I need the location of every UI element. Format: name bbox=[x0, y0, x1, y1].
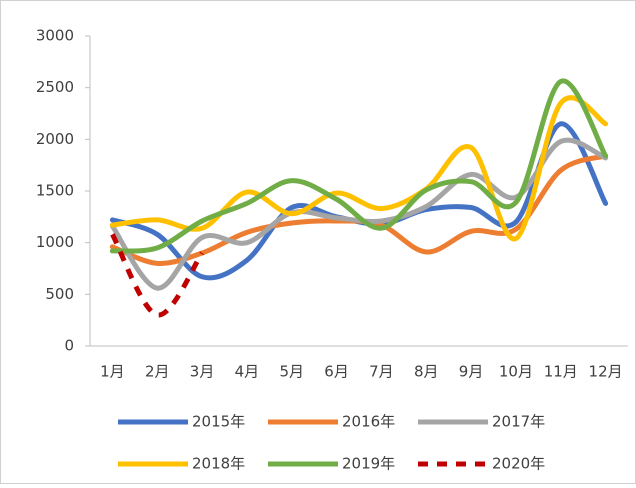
legend-label: 2019年 bbox=[342, 455, 395, 473]
legend-label: 2017年 bbox=[492, 413, 545, 431]
series-line bbox=[110, 233, 205, 318]
x-tick-label: 9月 bbox=[459, 363, 484, 381]
x-tick-label: 4月 bbox=[235, 363, 260, 381]
legend-label: 2020年 bbox=[492, 455, 545, 473]
legend-label: 2018年 bbox=[192, 455, 245, 473]
series-line bbox=[109, 78, 609, 254]
x-tick-label: 6月 bbox=[324, 363, 349, 381]
y-tick-label: 2000 bbox=[36, 130, 74, 148]
y-tick-label: 1000 bbox=[36, 233, 74, 251]
x-tick-label: 11月 bbox=[544, 363, 578, 381]
y-tick-label: 0 bbox=[64, 337, 74, 355]
x-tick-label: 7月 bbox=[369, 363, 394, 381]
x-tick-label: 1月 bbox=[100, 363, 125, 381]
x-tick-label: 5月 bbox=[279, 363, 304, 381]
x-tick-label: 8月 bbox=[414, 363, 439, 381]
y-tick-label: 500 bbox=[45, 285, 74, 303]
x-tick-label: 10月 bbox=[499, 363, 533, 381]
x-tick-label: 2月 bbox=[145, 363, 170, 381]
series-line bbox=[109, 95, 609, 242]
legend-label: 2016年 bbox=[342, 413, 395, 431]
y-tick-label: 3000 bbox=[36, 27, 74, 45]
x-tick-label: 3月 bbox=[190, 363, 215, 381]
y-tick-label: 2500 bbox=[36, 78, 74, 96]
x-tick-label: 12月 bbox=[589, 363, 623, 381]
y-tick-label: 1500 bbox=[36, 182, 74, 200]
legend-label: 2015年 bbox=[192, 413, 245, 431]
